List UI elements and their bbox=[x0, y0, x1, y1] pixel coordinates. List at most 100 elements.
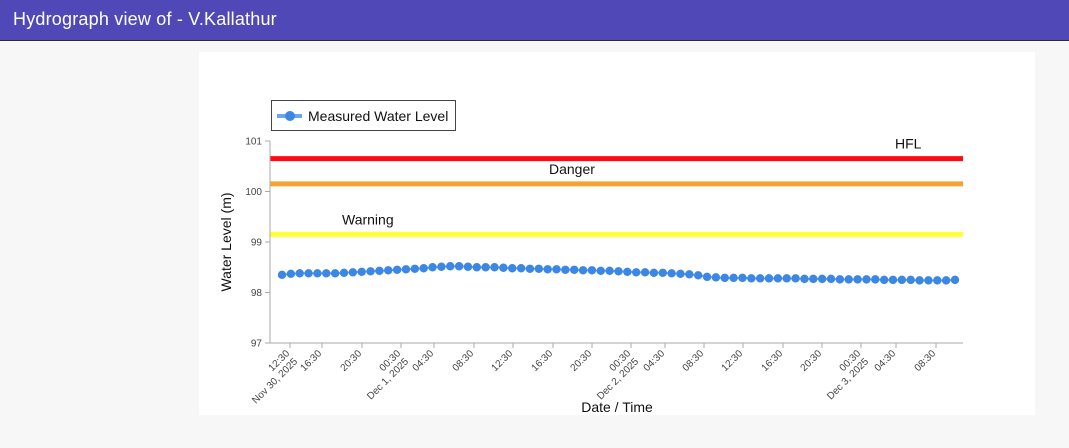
x-tick-label: 16:30 bbox=[299, 348, 325, 374]
x-tick-label: 08:30 bbox=[451, 348, 477, 374]
series-point bbox=[702, 272, 712, 282]
series-point bbox=[348, 268, 358, 277]
series-point bbox=[490, 263, 499, 272]
series-point bbox=[941, 276, 951, 285]
series-point bbox=[640, 268, 650, 277]
series-point bbox=[534, 264, 544, 273]
page-title: Hydrograph view of - V.Kallathur bbox=[13, 9, 277, 29]
series-point bbox=[561, 265, 570, 274]
series-point bbox=[835, 275, 845, 284]
series-point bbox=[623, 267, 632, 276]
series-point bbox=[844, 275, 853, 284]
series-point bbox=[614, 267, 623, 276]
threshold-label-warning: Warning bbox=[342, 211, 394, 227]
series-point bbox=[366, 267, 375, 276]
series-point bbox=[685, 270, 694, 279]
series-point bbox=[667, 269, 676, 278]
series-point bbox=[897, 275, 907, 285]
series-point bbox=[782, 274, 791, 283]
series-point bbox=[543, 265, 552, 274]
series-point bbox=[587, 266, 597, 275]
x-tick-label: 20:30 bbox=[569, 348, 595, 374]
series-point bbox=[313, 269, 322, 278]
series-point bbox=[286, 269, 296, 279]
series-point bbox=[375, 266, 384, 275]
series-point bbox=[454, 262, 464, 271]
x-tick-label: 08:30 bbox=[913, 348, 939, 374]
series-point bbox=[446, 262, 455, 271]
series-point bbox=[649, 268, 659, 278]
series-point bbox=[826, 274, 836, 284]
series-point bbox=[570, 265, 579, 274]
threshold-label-danger: Danger bbox=[549, 161, 595, 177]
legend-swatch-dot bbox=[285, 111, 295, 121]
series-point bbox=[392, 265, 402, 274]
series-point bbox=[384, 266, 393, 275]
series-point bbox=[755, 274, 765, 283]
y-tick-label: 97 bbox=[251, 339, 263, 350]
x-tick-label: 04:30 bbox=[873, 348, 899, 374]
y-axis-title: Water Level (m) bbox=[218, 192, 234, 291]
series-point bbox=[481, 263, 490, 272]
series-point bbox=[295, 269, 304, 278]
series-point bbox=[773, 274, 783, 283]
chart-legend[interactable]: Measured Water Level bbox=[271, 100, 456, 131]
page-header: Hydrograph view of - V.Kallathur bbox=[0, 0, 1069, 41]
series-point bbox=[676, 269, 685, 279]
series-point bbox=[508, 264, 517, 273]
hydrograph-chart-panel: HFL Danger Warning 97 98 99 100 101 12:30 Nov 30,… bbox=[199, 52, 1035, 415]
series-point bbox=[924, 276, 933, 285]
x-tick-label: 20:30 bbox=[799, 348, 825, 374]
series-point bbox=[330, 269, 340, 278]
series-point bbox=[791, 274, 800, 283]
series-point bbox=[499, 263, 508, 272]
series-point bbox=[437, 262, 446, 271]
x-tick-label: 16:30 bbox=[760, 348, 786, 374]
series-point bbox=[304, 269, 313, 278]
series-point bbox=[729, 273, 738, 283]
series-point bbox=[401, 265, 411, 274]
x-tick-label: 20:30 bbox=[339, 348, 365, 374]
series-point bbox=[711, 273, 721, 282]
series-point bbox=[853, 275, 862, 284]
y-tick-label: 98 bbox=[251, 288, 263, 299]
x-axis-title: Date / Time bbox=[581, 399, 653, 415]
series-point bbox=[463, 262, 473, 271]
series-point bbox=[410, 264, 420, 273]
series-point bbox=[933, 276, 942, 285]
series-point bbox=[525, 264, 535, 273]
series-point bbox=[906, 275, 915, 285]
series-point bbox=[419, 264, 428, 273]
x-tick-label: 16:30 bbox=[530, 348, 556, 374]
series-point bbox=[738, 273, 747, 283]
series-point bbox=[888, 275, 898, 285]
series-point bbox=[720, 273, 729, 283]
series-point bbox=[871, 275, 880, 284]
series-point bbox=[817, 274, 827, 284]
series-point bbox=[578, 266, 588, 275]
series-point bbox=[632, 268, 641, 277]
series-point bbox=[950, 275, 960, 285]
series-point bbox=[809, 274, 818, 284]
x-tick-label: 08:30 bbox=[681, 348, 707, 374]
legend-label: Measured Water Level bbox=[308, 108, 449, 124]
series-point bbox=[764, 274, 774, 283]
series-point bbox=[605, 266, 614, 275]
series-point bbox=[516, 264, 526, 273]
series-point bbox=[339, 268, 349, 278]
series-point bbox=[879, 275, 889, 285]
series-point bbox=[915, 276, 924, 285]
x-tick-label: 04:30 bbox=[411, 348, 437, 374]
series-point bbox=[322, 269, 331, 278]
series-point bbox=[472, 263, 482, 272]
x-tick-label: 04:30 bbox=[642, 348, 668, 374]
y-tick-label: 101 bbox=[245, 137, 262, 148]
series-point bbox=[357, 267, 366, 276]
y-tick-label: 100 bbox=[245, 187, 262, 198]
series-point bbox=[862, 275, 871, 284]
series-point bbox=[693, 271, 703, 280]
series-point bbox=[658, 268, 667, 278]
series-point bbox=[277, 270, 287, 280]
series-point bbox=[596, 266, 605, 275]
